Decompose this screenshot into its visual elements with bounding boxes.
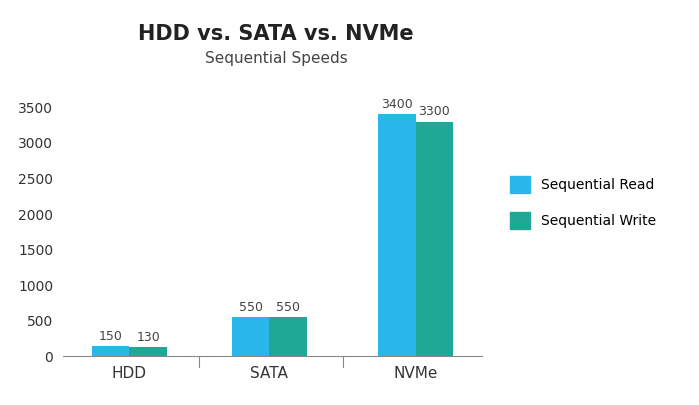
Bar — [378, 115, 416, 356]
Text: 3400: 3400 — [381, 98, 413, 111]
Bar — [129, 347, 167, 356]
Bar — [92, 346, 129, 356]
Text: HDD vs. SATA vs. NVMe: HDD vs. SATA vs. NVMe — [138, 24, 414, 44]
Bar — [232, 317, 269, 356]
Bar — [269, 317, 307, 356]
Text: 150: 150 — [99, 330, 123, 343]
Legend: Sequential Read, Sequential Write: Sequential Read, Sequential Write — [510, 176, 656, 229]
Bar — [416, 122, 453, 356]
Text: 130: 130 — [136, 331, 160, 344]
Text: Sequential Speeds: Sequential Speeds — [205, 51, 347, 66]
Text: 550: 550 — [276, 301, 300, 314]
Text: 550: 550 — [238, 301, 263, 314]
Text: 3300: 3300 — [419, 105, 450, 118]
